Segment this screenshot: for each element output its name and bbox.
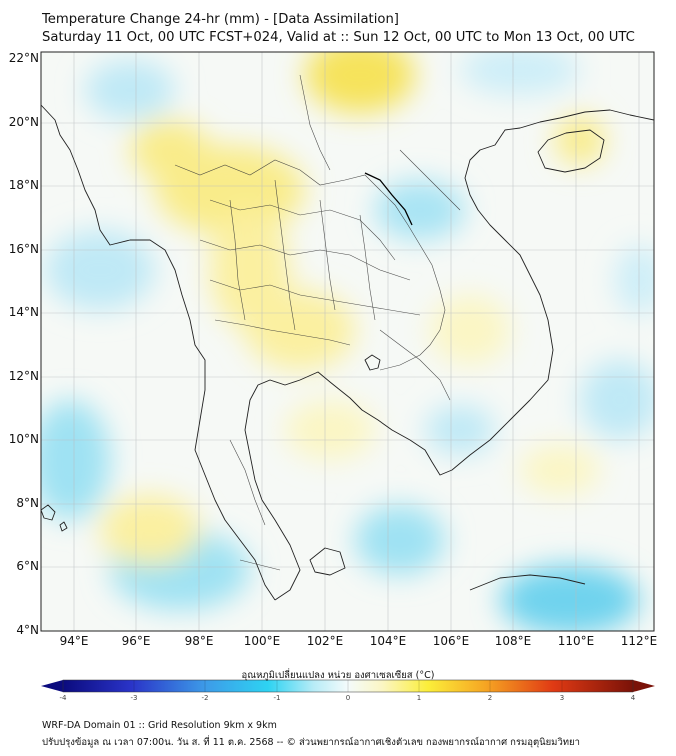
lat-label: 20°N [8, 115, 39, 129]
field-blob [85, 60, 175, 120]
lon-label: 100°E [243, 634, 281, 648]
field-blob [41, 400, 110, 520]
lat-label: 22°N [8, 51, 39, 65]
field-blob [555, 115, 605, 165]
field-blob [500, 565, 640, 631]
field-blob [285, 400, 375, 460]
colorbar-tick: 1 [416, 694, 422, 702]
footer-update-credit: ปรับปรุงข้อมูล ณ เวลา 07:00น. วัน ส. ที่… [42, 737, 580, 748]
lon-label: 112°E [620, 634, 658, 648]
lat-label: 14°N [8, 305, 39, 319]
lon-label: 102°E [306, 634, 344, 648]
lon-label: 104°E [369, 634, 407, 648]
lat-label: 18°N [8, 178, 39, 192]
colorbar-tick: 0 [345, 694, 351, 702]
field-blob [305, 52, 415, 113]
colorbar-label: อุณหภูมิเปลี่ยนแปลง หน่วย องศาเซลเซียส (… [241, 670, 435, 681]
colorbar-tick: -4 [59, 694, 67, 702]
lat-label: 12°N [8, 369, 39, 383]
lon-label: 106°E [432, 634, 470, 648]
lat-label: 16°N [8, 242, 39, 256]
field-blob [130, 120, 210, 180]
map-frame [40, 51, 655, 632]
lon-label: 94°E [59, 634, 89, 648]
temperature-field [41, 52, 654, 631]
field-blob [45, 230, 155, 310]
lon-label: 110°E [557, 634, 595, 648]
field-blob [355, 505, 445, 575]
field-blob [460, 52, 580, 95]
lon-label: 96°E [121, 634, 151, 648]
lon-label: 108°E [494, 634, 532, 648]
colorbar-tick: 3 [559, 694, 565, 702]
field-blob [615, 245, 654, 315]
chart-subtitle: Saturday 11 Oct, 00 UTC FCST+024, Valid … [42, 30, 635, 45]
colorbar-tick: 4 [630, 694, 636, 702]
admin-borders [174, 74, 461, 571]
field-blob [580, 360, 654, 440]
lat-label: 10°N [8, 432, 39, 446]
field-blob [245, 290, 355, 370]
coastlines [41, 104, 654, 601]
lat-label: 6°N [16, 559, 39, 573]
field-blob [520, 445, 600, 495]
colorbar-tick: -3 [130, 694, 138, 702]
field-blob [425, 405, 495, 455]
lon-label: 98°E [184, 634, 214, 648]
chart-title: Temperature Change 24-hr (mm) - [Data As… [42, 12, 399, 27]
footer-domain-info: WRF-DA Domain 01 :: Grid Resolution 9km … [42, 720, 277, 731]
field-blob [430, 295, 510, 365]
gridlines [41, 52, 654, 631]
country-borders [364, 172, 413, 226]
lat-label: 4°N [16, 623, 39, 637]
colorbar-tick: -1 [273, 694, 281, 702]
colorbar [41, 679, 655, 693]
field-blob [100, 495, 200, 565]
field-blob [375, 180, 465, 240]
colorbar-tick: -2 [201, 694, 209, 702]
colorbar-tick: 2 [487, 694, 493, 702]
lat-label: 8°N [16, 496, 39, 510]
